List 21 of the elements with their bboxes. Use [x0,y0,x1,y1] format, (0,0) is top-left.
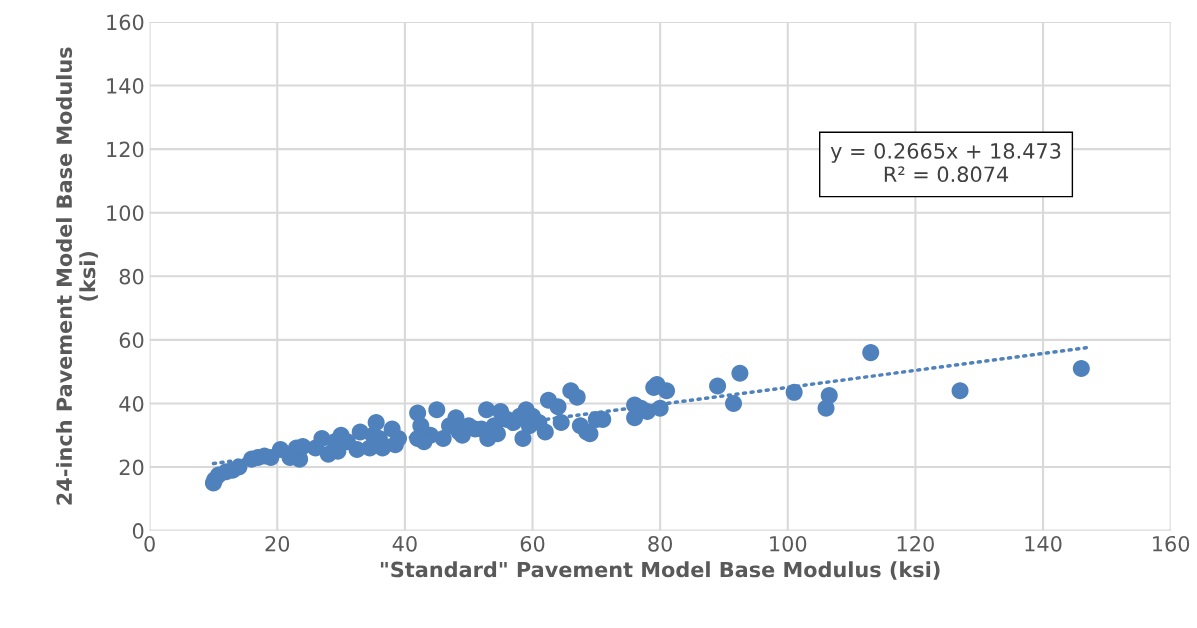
y-tick-label: 140 [107,78,144,94]
x-tick-label: 20 [265,535,290,552]
y-tick-label: 80 [119,268,144,285]
y-axis-title: 24-inch Pavement Model Base Modulus (ksi) [55,47,98,505]
annotation: y = 0.2665x + 18.473 R² = 0.8074 [830,143,1061,183]
x-tick-label: 40 [392,535,417,552]
y-tick-label: 160 [107,14,144,31]
x-tick-label: 60 [520,535,545,552]
x-tick-label: 0 [144,535,155,552]
y-tick-label: 20 [119,459,144,476]
x-tick-label: 140 [1025,535,1062,552]
x-tick-label: 160 [1153,535,1190,552]
x-tick-label: 120 [897,535,934,552]
x-tick-label: 100 [770,535,807,552]
y-tick-label: 120 [107,141,144,158]
y-tick-label: 40 [119,395,144,412]
x-axis-title: "Standard" Pavement Model Base Modulus (ksi) [380,561,940,580]
y-tick-label: 100 [107,205,144,221]
y-tick-label: 0 [132,523,144,539]
y-tick-label: 60 [119,332,144,349]
x-tick-label: 80 [648,535,673,552]
